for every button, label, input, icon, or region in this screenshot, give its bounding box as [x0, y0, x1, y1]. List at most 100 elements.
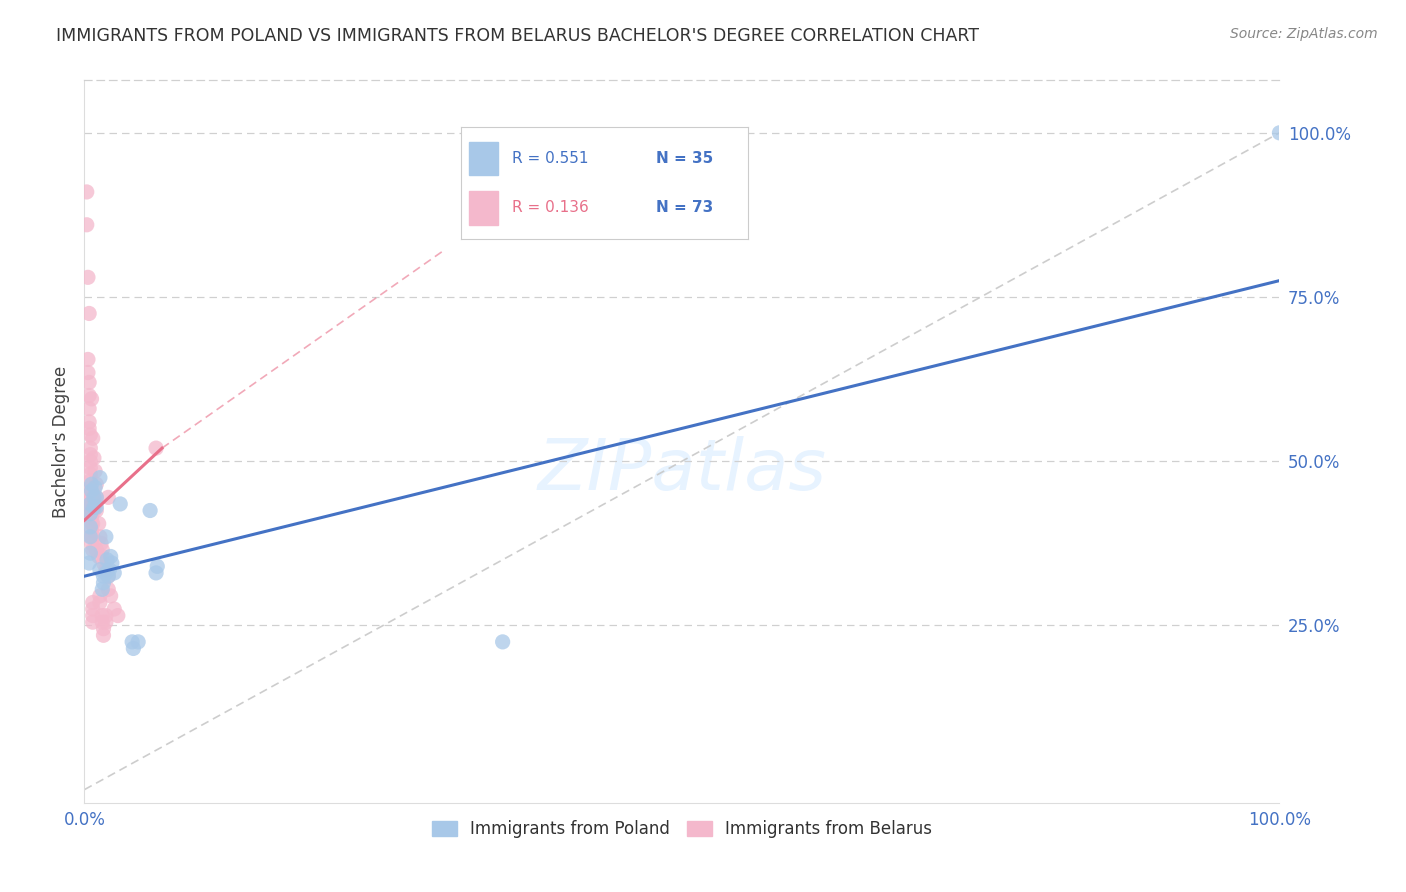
Point: [80, 392, 103, 406]
Point: [79, 500, 101, 515]
Point: [80, 483, 103, 498]
Point: [86, 491, 108, 505]
Point: [79, 530, 101, 544]
Point: [79, 467, 101, 482]
Point: [82, 602, 104, 616]
Point: [79, 441, 101, 455]
Point: [80, 510, 103, 524]
Point: [101, 556, 124, 570]
Point: [89, 589, 111, 603]
Point: [93, 622, 115, 636]
Point: [76, 185, 98, 199]
Point: [91, 542, 114, 557]
Point: [93, 569, 115, 583]
Point: [89, 530, 111, 544]
Point: [80, 516, 103, 531]
Point: [79, 474, 101, 488]
Point: [110, 497, 132, 511]
Point: [100, 549, 122, 564]
Point: [82, 530, 104, 544]
Legend: Immigrants from Poland, Immigrants from Belarus: Immigrants from Poland, Immigrants from …: [425, 814, 939, 845]
Point: [97, 569, 120, 583]
Point: [83, 503, 105, 517]
Point: [82, 503, 104, 517]
Point: [79, 497, 101, 511]
Point: [121, 635, 143, 649]
Point: [79, 493, 101, 508]
Point: [79, 460, 101, 475]
Point: [79, 454, 101, 468]
Point: [91, 615, 114, 630]
Point: [77, 366, 100, 380]
Y-axis label: Bachelor's Degree: Bachelor's Degree: [52, 366, 70, 517]
Point: [93, 575, 115, 590]
Point: [145, 566, 167, 580]
Point: [82, 595, 104, 609]
Point: [80, 530, 103, 544]
Point: [86, 491, 108, 505]
Point: [77, 401, 100, 416]
Point: [1268, 126, 1291, 140]
Point: [77, 556, 100, 570]
Point: [84, 481, 107, 495]
Point: [87, 516, 110, 531]
Point: [83, 491, 105, 505]
Point: [97, 569, 120, 583]
Point: [80, 536, 103, 550]
Point: [89, 563, 111, 577]
Point: [79, 487, 101, 501]
Point: [94, 563, 117, 577]
Point: [82, 431, 104, 445]
Point: [96, 553, 118, 567]
Point: [79, 448, 101, 462]
Point: [145, 441, 167, 455]
Point: [79, 507, 101, 521]
Point: [97, 582, 120, 597]
Point: [79, 428, 101, 442]
Point: [103, 566, 125, 580]
Point: [77, 306, 100, 320]
Point: [91, 608, 114, 623]
Point: [86, 503, 108, 517]
Point: [107, 608, 129, 623]
Point: [82, 615, 104, 630]
Point: [87, 549, 110, 564]
Point: [82, 608, 104, 623]
Point: [79, 520, 101, 534]
Point: [84, 464, 107, 478]
Point: [94, 615, 117, 630]
Point: [84, 497, 107, 511]
Text: Source: ZipAtlas.com: Source: ZipAtlas.com: [1230, 27, 1378, 41]
Point: [86, 500, 108, 515]
Point: [80, 523, 103, 537]
Point: [139, 503, 162, 517]
Point: [80, 503, 103, 517]
Point: [89, 595, 111, 609]
Point: [76, 218, 98, 232]
Text: IMMIGRANTS FROM POLAND VS IMMIGRANTS FROM BELARUS BACHELOR'S DEGREE CORRELATION : IMMIGRANTS FROM POLAND VS IMMIGRANTS FRO…: [56, 27, 979, 45]
Point: [86, 477, 108, 491]
Point: [89, 471, 111, 485]
Point: [80, 477, 103, 491]
Point: [94, 608, 117, 623]
Point: [77, 352, 100, 367]
Point: [90, 536, 112, 550]
Point: [100, 589, 122, 603]
Point: [122, 641, 145, 656]
Point: [127, 635, 149, 649]
Point: [82, 542, 104, 557]
Point: [91, 549, 114, 564]
Point: [83, 450, 105, 465]
Point: [94, 530, 117, 544]
Point: [91, 582, 114, 597]
Point: [146, 559, 169, 574]
Point: [77, 376, 100, 390]
Point: [97, 491, 120, 505]
Point: [83, 491, 105, 505]
Point: [93, 628, 115, 642]
Text: ZIPatlas: ZIPatlas: [537, 436, 827, 505]
Point: [79, 507, 101, 521]
Point: [94, 566, 117, 580]
Point: [77, 415, 100, 429]
Point: [93, 556, 115, 570]
